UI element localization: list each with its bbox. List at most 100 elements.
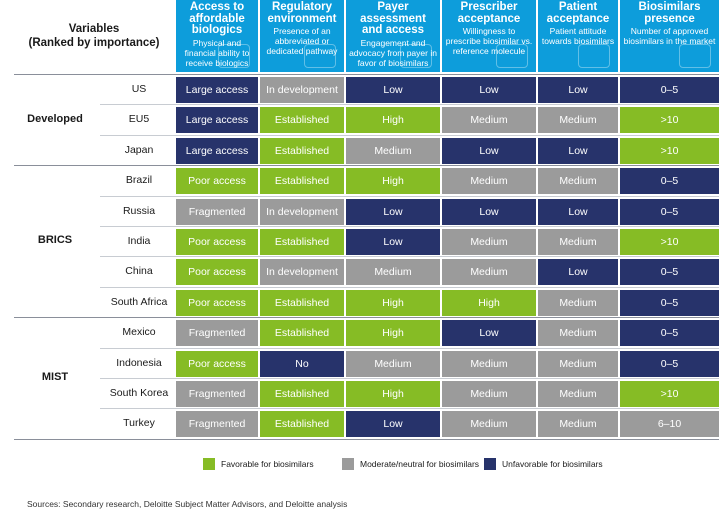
country-label: Japan (124, 143, 154, 156)
rating-cell: In development (260, 259, 344, 286)
rating-cell: Medium (442, 411, 536, 438)
rating-cell: 0–5 (620, 198, 719, 225)
row-divider (100, 195, 719, 197)
rating-cell: Medium (538, 350, 618, 377)
rating-cell: Low (538, 77, 618, 103)
row-divider (100, 378, 719, 379)
rating-cell: >10 (620, 107, 719, 134)
rating-cell: Low (442, 137, 536, 164)
rating-cell: Poor access (176, 229, 258, 255)
rating-cell: Established (260, 137, 344, 164)
column-watermark-icon (679, 44, 711, 68)
rating-cell: High (346, 381, 440, 407)
rating-cell: 0–5 (620, 168, 719, 195)
rating-cell: Established (260, 320, 344, 347)
row-divider (100, 256, 719, 258)
rating-cell: No (260, 350, 344, 377)
rating-cell: Large access (176, 137, 258, 164)
rating-cell: Poor access (176, 350, 258, 377)
legend-swatch (203, 458, 215, 470)
rating-cell: 0–5 (620, 320, 719, 347)
country-label: EU5 (128, 113, 150, 126)
column-title: Payer assessment and access (360, 1, 426, 36)
column-title: Prescriber acceptance (457, 1, 521, 25)
rating-cell: High (346, 289, 440, 316)
country-label: Turkey (123, 417, 155, 430)
country-label: India (127, 235, 151, 247)
rating-cell: Poor access (176, 168, 258, 195)
column-title: Access to affordable biologics (189, 1, 245, 36)
table-bottom-line (14, 438, 719, 440)
rating-cell: Medium (346, 259, 440, 286)
rating-cell: Medium (442, 107, 536, 134)
rating-cell: In development (260, 198, 344, 225)
column-description: Patient attitude towards biosimilars (541, 26, 615, 46)
rating-cell: Low (442, 320, 536, 347)
rating-cell: High (346, 320, 440, 347)
country-label: US (131, 83, 147, 95)
column-watermark-icon (496, 44, 528, 68)
rating-cell: Low (346, 77, 440, 103)
row-divider (100, 104, 719, 106)
rating-cell: 0–5 (620, 350, 719, 377)
legend-label: Favorable for biosimilars (221, 459, 314, 469)
rating-cell: Low (346, 411, 440, 438)
rating-cell: Medium (346, 350, 440, 377)
rating-cell: 6–10 (620, 411, 719, 438)
group-divider (14, 165, 719, 167)
legend-label: Moderate/neutral for biosimilars (360, 459, 480, 469)
rating-cell: Fragmented (176, 198, 258, 225)
rating-cell: Medium (442, 229, 536, 255)
rating-cell: Medium (538, 411, 618, 438)
group-label: MIST (41, 371, 69, 383)
rating-cell: >10 (620, 381, 719, 407)
rating-cell: Low (538, 259, 618, 286)
legend-label: Unfavorable for biosimilars (502, 459, 603, 469)
rating-cell: Medium (538, 320, 618, 347)
country-label: South Korea (109, 387, 169, 399)
rating-cell: Established (260, 229, 344, 255)
variables-title: Variables (68, 23, 120, 35)
rating-cell: Poor access (176, 259, 258, 286)
rating-cell: Medium (442, 381, 536, 407)
rating-cell: Low (442, 198, 536, 225)
rating-cell: >10 (620, 137, 719, 164)
rating-cell: High (346, 168, 440, 195)
rating-cell: Medium (346, 137, 440, 164)
rating-cell: High (346, 107, 440, 134)
column-title: Patient acceptance (546, 1, 610, 25)
rating-cell: Fragmented (176, 411, 258, 438)
rating-cell: Established (260, 411, 344, 438)
column-watermark-icon (304, 44, 336, 68)
rating-cell: 0–5 (620, 289, 719, 316)
country-label: South Africa (110, 295, 168, 308)
rating-cell: Poor access (176, 289, 258, 316)
rating-cell: Medium (538, 107, 618, 134)
rating-cell: Low (346, 229, 440, 255)
column-description: Presence of an abbreviated or dedicated … (266, 26, 338, 56)
rating-cell: Established (260, 168, 344, 195)
rating-cell: 0–5 (620, 77, 719, 103)
source-note: Sources: Secondary research, Deloitte Su… (27, 499, 348, 509)
legend-swatch (342, 458, 354, 470)
variables-subtitle: (Ranked by importance) (28, 37, 160, 49)
row-divider (100, 408, 719, 410)
column-watermark-icon (578, 44, 610, 68)
row-divider (100, 286, 719, 288)
rating-cell: Medium (538, 289, 618, 316)
row-divider (100, 347, 719, 349)
rating-cell: Established (260, 107, 344, 134)
column-watermark-icon (400, 44, 432, 68)
rating-cell: Low (538, 137, 618, 164)
rating-cell: Medium (538, 381, 618, 407)
country-label: China (125, 265, 153, 278)
group-label: BRICS (37, 234, 73, 247)
country-label: Mexico (122, 326, 156, 339)
rating-cell: Established (260, 381, 344, 407)
column-watermark-icon (218, 44, 250, 68)
column-header: Prescriber acceptance Willingness to pres… (442, 0, 536, 72)
legend-swatch (484, 458, 496, 470)
column-description: Engagement and advocacy from payer in fa… (349, 37, 437, 68)
column-description: Physical and financial ability to receiv… (184, 37, 250, 68)
